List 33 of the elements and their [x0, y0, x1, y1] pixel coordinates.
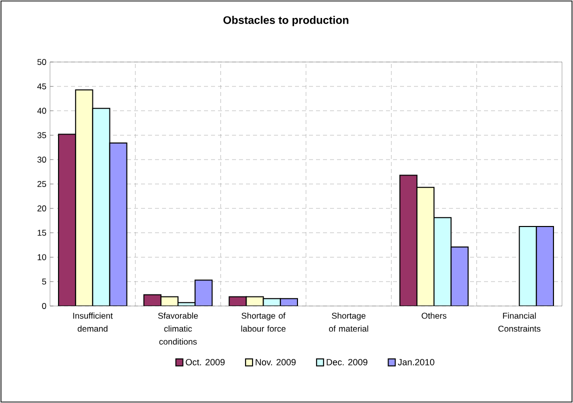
- x-tick-label: Sfavorable climatic conditions: [158, 312, 198, 345]
- y-tick-label: 50: [37, 59, 46, 65]
- bar: [58, 134, 76, 306]
- x-tick-label: Shortage of labour force: [241, 312, 286, 332]
- bar: [194, 280, 213, 306]
- x-tick-label: Others: [422, 312, 446, 319]
- bar: [416, 186, 435, 306]
- y-tick-label: 5: [42, 278, 46, 285]
- y-tick-label: 20: [37, 205, 46, 212]
- x-tick-label: Insufficient demand: [73, 312, 113, 332]
- legend-label: Oct. 2009: [186, 358, 225, 366]
- y-tick-label: 30: [37, 156, 46, 163]
- bar: [109, 142, 128, 306]
- chart-title: Obstacles to production: [223, 16, 348, 26]
- y-tick-label: 40: [37, 108, 46, 114]
- legend-label: Nov. 2009: [256, 358, 296, 366]
- y-tick-label: 0: [42, 303, 46, 309]
- bar: [518, 226, 537, 306]
- y-tick-label: 25: [37, 181, 46, 187]
- y-tick-label: 10: [38, 254, 46, 260]
- legend-label: Jan.2010: [398, 358, 434, 366]
- bar: [450, 246, 469, 306]
- bar: [536, 226, 554, 306]
- bar: [92, 108, 110, 306]
- bar: [434, 217, 452, 306]
- bar: [399, 174, 418, 306]
- x-tick-label: Financial Constraints: [498, 312, 540, 332]
- y-tick-label: 45: [37, 83, 46, 90]
- y-tick-label: 15: [38, 230, 46, 236]
- y-tick-label: 35: [37, 132, 46, 138]
- x-tick-label: Shortage of material: [329, 312, 368, 332]
- legend-label: Dec. 2009: [326, 358, 368, 366]
- bar: [75, 89, 94, 306]
